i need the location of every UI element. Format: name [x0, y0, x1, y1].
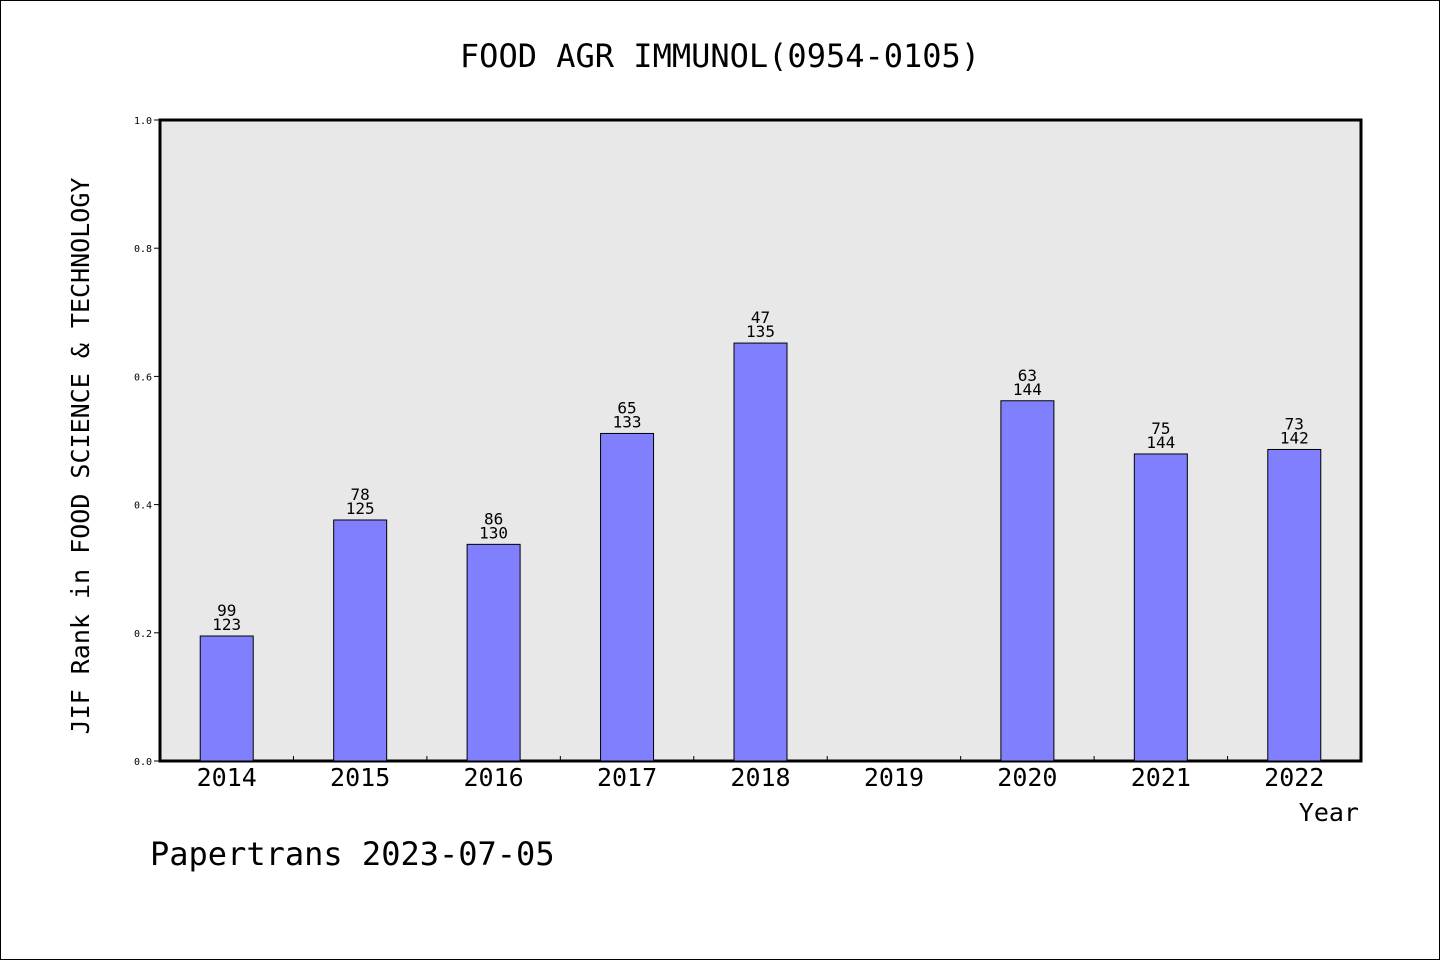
y-axis-label: JIF Rank in FOOD SCIENCE & TECHNOLOGY	[66, 178, 95, 735]
total-label: 142	[1280, 428, 1309, 447]
x-tick-label: 2018	[730, 763, 790, 792]
rank-label: 63	[1018, 366, 1037, 385]
chart-title: FOOD AGR IMMUNOL(0954-0105)	[460, 37, 980, 75]
total-label: 125	[346, 499, 375, 518]
rank-label: 75	[1151, 419, 1170, 438]
x-axis-label: Year	[1299, 798, 1359, 827]
y-tick-label: 0.6	[134, 372, 152, 383]
bar-2020	[1000, 400, 1055, 762]
y-tick-label: 0.8	[134, 244, 152, 255]
bars	[199, 342, 1322, 762]
y-tick-label: 0.0	[134, 757, 152, 768]
rank-label: 73	[1285, 414, 1304, 433]
rank-label: 65	[617, 398, 636, 417]
bar-2018	[733, 342, 788, 762]
rank-label: 99	[217, 601, 236, 620]
bar-2014	[199, 635, 254, 762]
x-tick-label: 2015	[330, 763, 390, 792]
bar-2015	[333, 519, 388, 762]
rank-label: 47	[751, 308, 770, 327]
y-tick-label: 0.4	[134, 501, 152, 512]
rank-label: 86	[484, 509, 503, 528]
x-tick-label: 2022	[1264, 763, 1324, 792]
y-axis: 0.0 0.2 0.4 0.6 0.8 1.0	[134, 116, 160, 768]
total-label: 135	[746, 322, 775, 341]
total-label: 133	[613, 412, 642, 431]
total-label: 130	[479, 523, 508, 542]
y-tick-label: 0.2	[134, 629, 152, 640]
total-label: 144	[1146, 433, 1175, 452]
footer-text: Papertrans 2023-07-05	[150, 835, 555, 873]
bar-2021	[1133, 453, 1188, 762]
x-tick-label: 2020	[997, 763, 1057, 792]
x-tick-label: 2014	[197, 763, 257, 792]
y-tick-label: 1.0	[134, 116, 152, 127]
total-label: 144	[1013, 380, 1042, 399]
x-tick-label: 2017	[597, 763, 657, 792]
bar-2016	[466, 543, 521, 762]
rank-label: 78	[351, 485, 370, 504]
x-axis: 2014 2015 2016 2017 2018 2019 2020 2021 2022	[197, 756, 1324, 792]
x-tick-label: 2021	[1131, 763, 1191, 792]
bar-2017	[600, 432, 655, 762]
bar-2022	[1267, 448, 1322, 762]
x-tick-label: 2019	[864, 763, 924, 792]
x-tick-label: 2016	[464, 763, 524, 792]
total-label: 123	[212, 615, 241, 634]
